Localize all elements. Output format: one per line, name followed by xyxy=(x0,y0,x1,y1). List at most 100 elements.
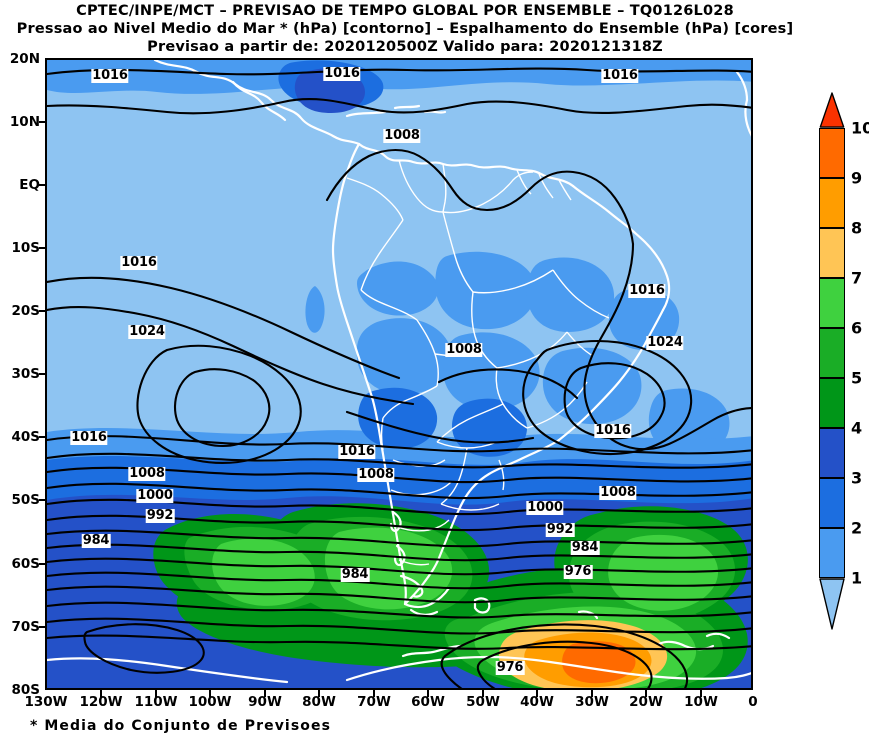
chart-title-block: CPTEC/INPE/MCT – PREVISAO DE TEMPO GLOBA… xyxy=(0,0,810,56)
contour-label: 976 xyxy=(563,564,593,579)
map-plot-area: 1016 1016 1016 1008 1016 1016 1024 1008 … xyxy=(45,58,753,690)
contour-label: 1008 xyxy=(383,128,421,143)
x-tick-mark xyxy=(373,690,375,697)
contour-label: 1008 xyxy=(445,342,483,357)
contour-label: 1008 xyxy=(357,467,395,482)
x-tick-label: 80W xyxy=(302,694,336,710)
x-tick-label: 60W xyxy=(411,694,445,710)
colorbar-tick-7: 7 xyxy=(851,268,863,288)
contour-label: 1016 xyxy=(91,68,129,83)
x-tick-mark xyxy=(427,690,429,697)
contour-label: 1016 xyxy=(70,430,108,445)
x-tick-label: 40W xyxy=(520,694,554,710)
x-tick-mark xyxy=(700,690,702,697)
contour-label: 992 xyxy=(545,522,575,537)
colorbar-cap-low xyxy=(819,578,845,630)
y-tick-label: EQ xyxy=(19,177,40,193)
x-tick-mark xyxy=(100,690,102,697)
x-tick-label: 130W xyxy=(24,694,68,710)
colorbar-spread[interactable]: 10 9 8 7 6 5 4 3 2 1 xyxy=(819,92,869,630)
map-canvas xyxy=(47,60,751,688)
x-tick-mark xyxy=(318,690,320,697)
y-tick-label: 10N xyxy=(9,114,40,130)
contour-label: 1024 xyxy=(128,324,166,339)
x-tick-mark xyxy=(264,690,266,697)
x-tick-mark xyxy=(645,690,647,697)
contour-label: 1016 xyxy=(594,423,632,438)
y-axis: 20N 10N EQ 10S 20S 30S 40S 50S 60S 70S 8… xyxy=(0,0,46,741)
colorbar-cell-10[interactable] xyxy=(819,128,845,178)
y-tick-label: 20S xyxy=(11,303,40,319)
contour-label: 1016 xyxy=(338,444,376,459)
coastlines xyxy=(47,60,751,684)
x-tick-label: 20W xyxy=(629,694,663,710)
title-line-validity: Previsao a partir de: 2020120500Z Valido… xyxy=(147,39,663,55)
y-tick-label: 60S xyxy=(11,556,40,572)
x-tick-mark xyxy=(591,690,593,697)
x-tick-label: 120W xyxy=(79,694,123,710)
y-tick-mark xyxy=(39,247,46,249)
colorbar-cell-7[interactable] xyxy=(819,278,845,328)
footnote: * Media do Conjunto de Previsoes xyxy=(30,718,332,734)
colorbar-tick-10: 10 xyxy=(851,118,869,138)
colorbar-cap-high xyxy=(819,92,845,128)
contour-label: 984 xyxy=(81,533,111,548)
colorbar-tick-9: 9 xyxy=(851,168,863,188)
y-tick-mark xyxy=(39,563,46,565)
contour-label: 1016 xyxy=(628,283,666,298)
colorbar-tick-4: 4 xyxy=(851,418,863,438)
colorbar-tick-1: 1 xyxy=(851,568,863,588)
y-tick-label: 70S xyxy=(11,619,40,635)
contour-label: 1000 xyxy=(526,500,564,515)
colorbar-tick-6: 6 xyxy=(851,318,863,338)
x-tick-label: 100W xyxy=(188,694,232,710)
x-tick-label: 110W xyxy=(134,694,178,710)
colorbar-tick-5: 5 xyxy=(851,368,863,388)
colorbar-tick-3: 3 xyxy=(851,468,863,488)
colorbar-cell-5[interactable] xyxy=(819,378,845,428)
x-tick-label: 90W xyxy=(248,694,282,710)
colorbar-cell-9[interactable] xyxy=(819,178,845,228)
contour-label: 984 xyxy=(340,567,370,582)
y-tick-mark xyxy=(39,436,46,438)
colorbar-cell-3[interactable] xyxy=(819,478,845,528)
contour-label: 992 xyxy=(145,508,175,523)
y-tick-label: 50S xyxy=(11,492,40,508)
contour-label: 1016 xyxy=(120,255,158,270)
x-tick-mark xyxy=(209,690,211,697)
colorbar-tick-8: 8 xyxy=(851,218,863,238)
title-line-variable: Pressao ao Nivel Medio do Mar * (hPa) [c… xyxy=(16,21,794,37)
y-tick-label: 80S xyxy=(11,682,40,698)
contour-label: 1008 xyxy=(599,485,637,500)
title-line-institution: CPTEC/INPE/MCT – PREVISAO DE TEMPO GLOBA… xyxy=(76,3,734,19)
y-tick-label: 30S xyxy=(11,366,40,382)
contour-label: 984 xyxy=(570,540,600,555)
colorbar-cell-6[interactable] xyxy=(819,328,845,378)
y-tick-label: 10S xyxy=(11,240,40,256)
x-tick-mark xyxy=(536,690,538,697)
x-tick-mark xyxy=(482,690,484,697)
x-tick-label: 70W xyxy=(357,694,391,710)
y-tick-label: 40S xyxy=(11,429,40,445)
y-tick-mark xyxy=(39,184,46,186)
contour-label: 1016 xyxy=(601,68,639,83)
colorbar-tick-2: 2 xyxy=(851,518,863,538)
contour-label: 1000 xyxy=(136,488,174,503)
y-tick-mark xyxy=(39,121,46,123)
x-tick-label: 10W xyxy=(684,694,718,710)
x-tick-label: 50W xyxy=(466,694,500,710)
colorbar-cell-2[interactable] xyxy=(819,528,845,578)
contour-label: 1024 xyxy=(646,335,684,350)
y-tick-mark xyxy=(39,310,46,312)
contour-label: 1008 xyxy=(128,466,166,481)
x-tick-label: 30W xyxy=(575,694,609,710)
contour-label: 976 xyxy=(495,660,525,675)
colorbar-cell-4[interactable] xyxy=(819,428,845,478)
y-tick-mark xyxy=(39,499,46,501)
y-tick-mark xyxy=(39,626,46,628)
mslp-contours xyxy=(47,67,751,688)
contour-label: 1016 xyxy=(323,66,361,81)
x-tick-label: 0 xyxy=(748,694,758,710)
x-tick-mark xyxy=(155,690,157,697)
colorbar-cell-8[interactable] xyxy=(819,228,845,278)
